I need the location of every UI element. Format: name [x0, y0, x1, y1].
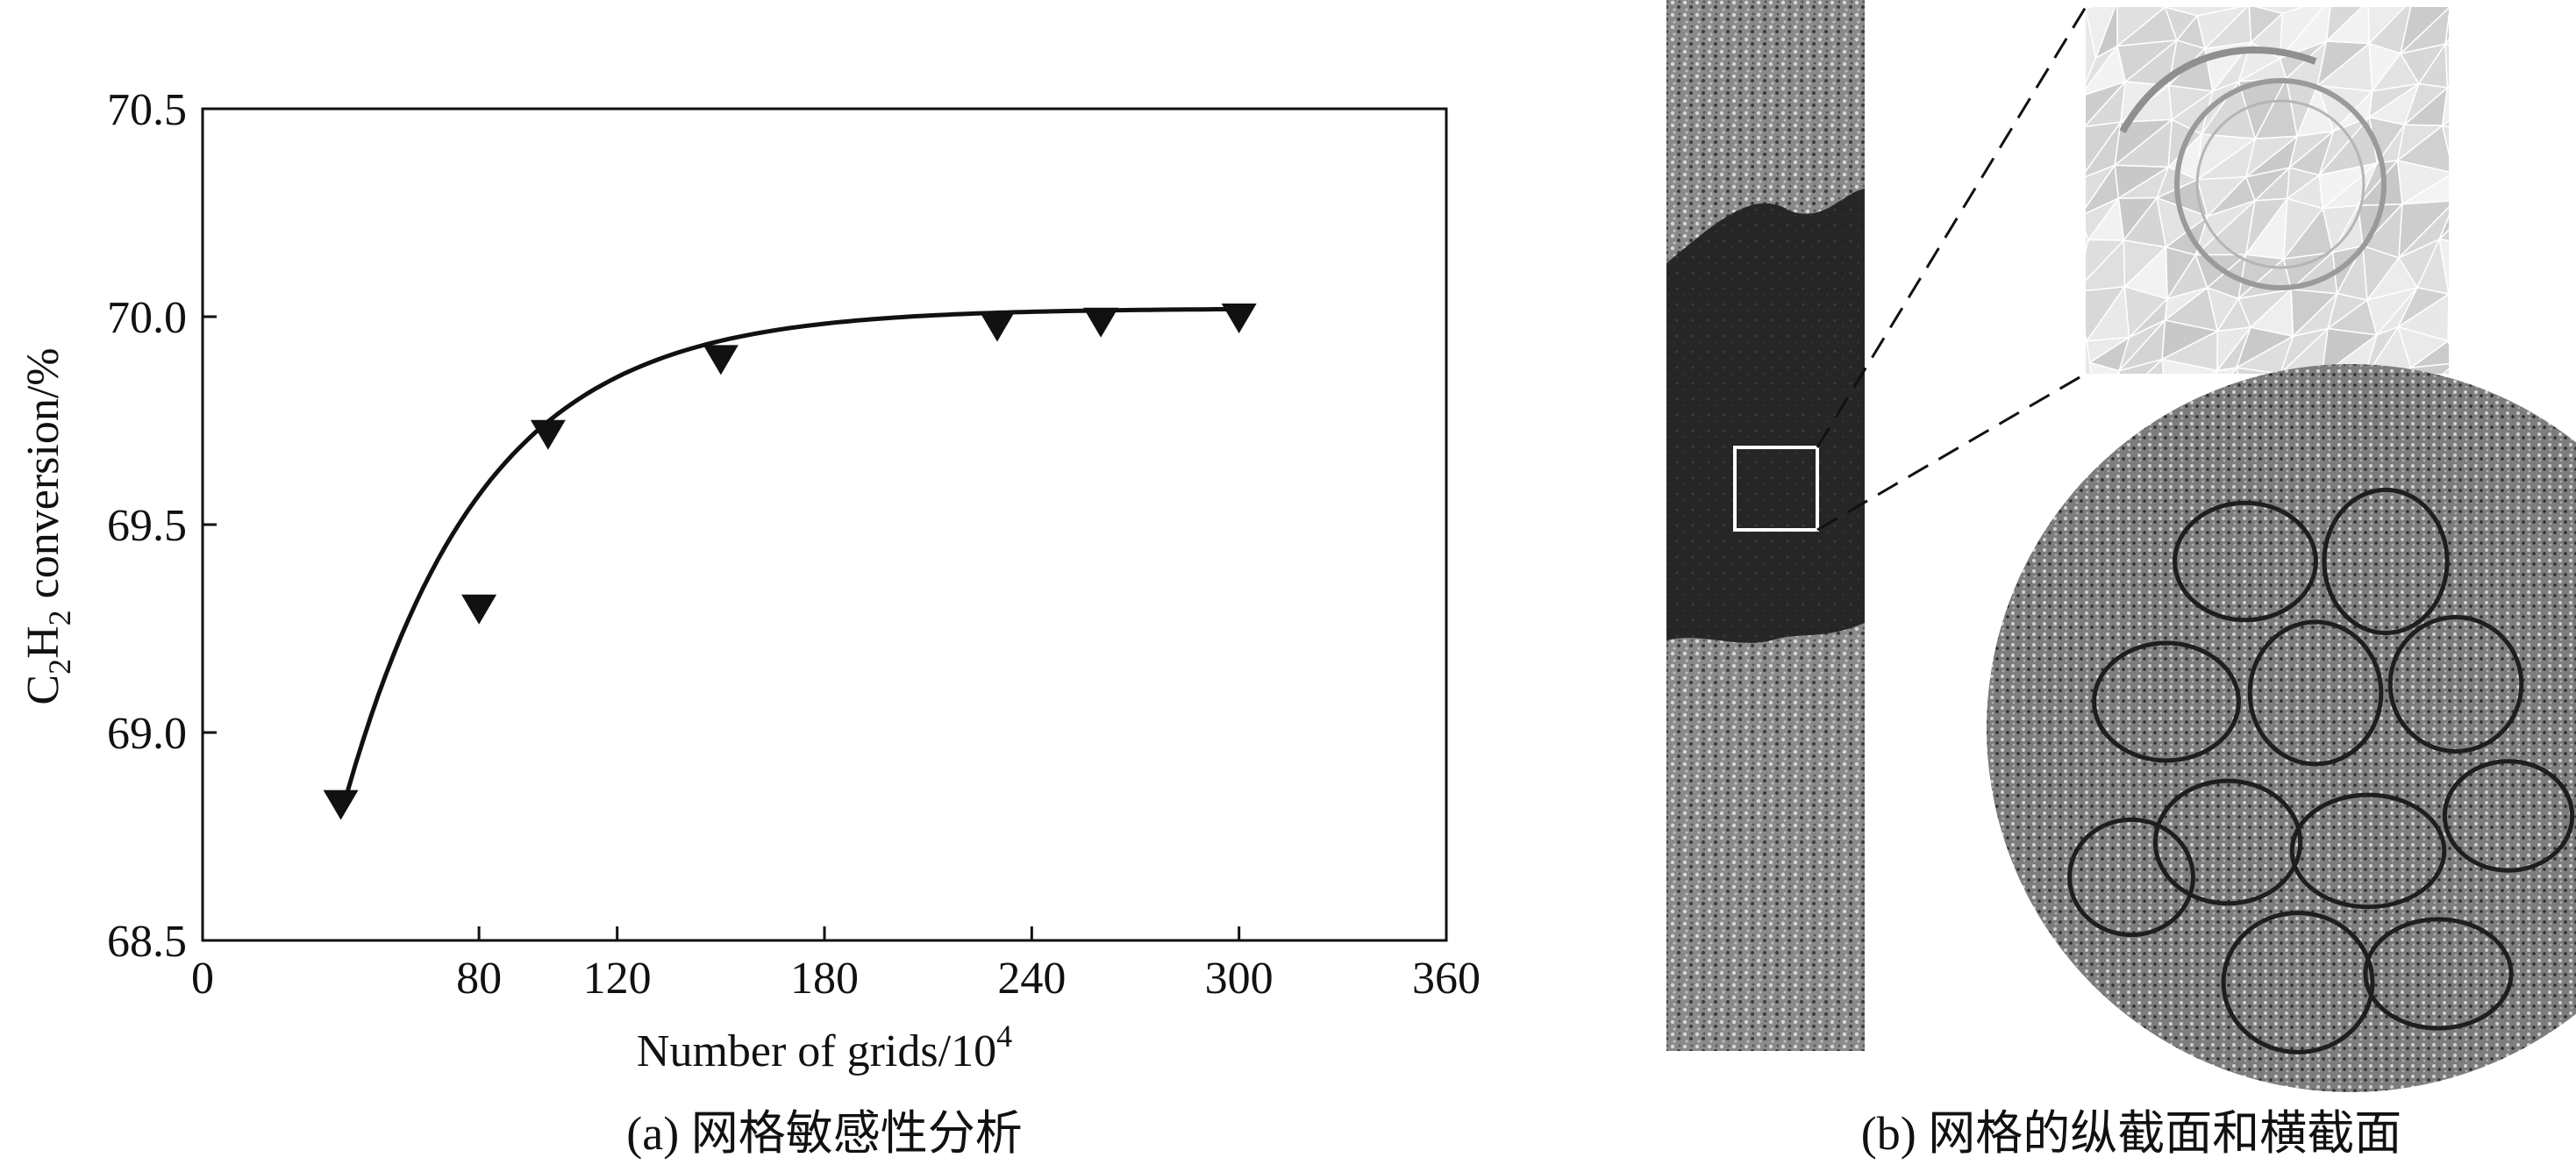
x-tick-label: 80 [456, 954, 502, 1004]
data-point-marker [530, 419, 566, 450]
mesh-triangle [2444, 42, 2449, 89]
mesh-triangle [2447, 339, 2449, 346]
particle-outline [2363, 917, 2514, 1031]
particle-outline [2289, 792, 2447, 910]
data-point-marker [461, 594, 497, 625]
mesh-triangle [2235, 367, 2282, 374]
particle-outline [2067, 817, 2195, 938]
data-point-marker [979, 311, 1015, 342]
mesh-triangle [2456, 177, 2494, 201]
mesh-triangle [2161, 358, 2219, 374]
mesh-triangle [2145, 357, 2165, 374]
x-tick-label: 0 [191, 954, 214, 1004]
y-tick-label: 69.0 [107, 709, 187, 759]
data-point-marker [703, 345, 739, 375]
y-tick-label: 70.0 [107, 293, 187, 343]
zoom-mesh-triangles [2086, 7, 2494, 374]
mesh-triangle [2445, 85, 2449, 89]
mesh-triangle [2088, 361, 2121, 374]
zoomed-mesh-detail [2086, 7, 2494, 374]
y-axis-tick-labels: 68.5 69.0 69.5 70.0 70.5 [107, 85, 187, 967]
y-tick-label: 69.5 [107, 501, 187, 551]
x-tick-label: 300 [1205, 954, 1274, 1004]
mesh-triangle [2118, 358, 2163, 374]
cross-section-cell-outlines [2067, 487, 2575, 1054]
mesh-triangle [2453, 173, 2493, 200]
particle-outline [2173, 500, 2318, 623]
y-tick-label: 68.5 [107, 917, 187, 967]
panel-a-chart: 0 80 120 180 240 300 360 68.569.069.570.070.5 … [18, 85, 1481, 1160]
mesh-triangle [2457, 322, 2494, 368]
mesh-triangle [2438, 238, 2449, 297]
mesh-triangle [2438, 214, 2449, 240]
leader-line-bottom [1816, 372, 2087, 532]
y-tick-label: 70.5 [107, 85, 187, 135]
particle-outline [2221, 911, 2375, 1054]
x-tick-label: 240 [997, 954, 1066, 1004]
leader-line-top [1816, 6, 2087, 448]
longitudinal-section-image [1666, 0, 1865, 1051]
mesh-triangle [2442, 368, 2449, 374]
x-axis-tick-labels: 0 80 120 180 240 300 360 [191, 954, 1481, 1004]
mesh-triangle [2441, 87, 2449, 127]
x-tick-label: 180 [790, 954, 859, 1004]
data-point-marker [323, 790, 359, 820]
x-axis-title: Number of grids/104 [637, 1018, 1012, 1076]
mesh-triangle [2440, 120, 2449, 128]
x-tick-label: 120 [583, 954, 652, 1004]
panel-a-caption: (a) 网格敏感性分析 [626, 1107, 1022, 1160]
particle-outline [2247, 619, 2384, 767]
mesh-triangle [2216, 367, 2238, 374]
particle-outline [2322, 487, 2450, 636]
panel-b-mesh-views: (b) 网格的纵截面和横截面 [1666, 0, 2576, 1160]
mesh-triangle [2441, 125, 2449, 156]
panel-b-caption: (b) 网格的纵截面和横截面 [1861, 1107, 2401, 1160]
mesh-triangle [2447, 292, 2449, 296]
mesh-triangle [2437, 228, 2449, 241]
mesh-triangle [2447, 339, 2449, 342]
data-point-marker [1083, 307, 1119, 338]
particle-outline [2442, 759, 2575, 873]
x-axis-ticks [201, 926, 1448, 940]
fit-curve-line [339, 306, 1239, 817]
mesh-triangle [2444, 38, 2449, 46]
x-tick-label: 360 [1412, 954, 1481, 1004]
y-axis-title: C2H2 conversion/% [18, 347, 77, 704]
plot-frame [201, 107, 1448, 942]
mesh-triangle [2453, 133, 2493, 176]
particle-outline [2387, 615, 2524, 754]
y-axis-ticks [203, 107, 217, 942]
particle-outline [2152, 778, 2303, 906]
data-markers [323, 304, 1257, 820]
particle-outline [2092, 640, 2241, 763]
zoom-selection-box [1733, 446, 1819, 532]
mesh-triangle [2116, 370, 2120, 374]
data-point-marker [1221, 304, 1257, 333]
mesh-triangle [2447, 293, 2449, 343]
mesh-triangle [2444, 12, 2449, 46]
cross-section-image [1987, 364, 2576, 1092]
